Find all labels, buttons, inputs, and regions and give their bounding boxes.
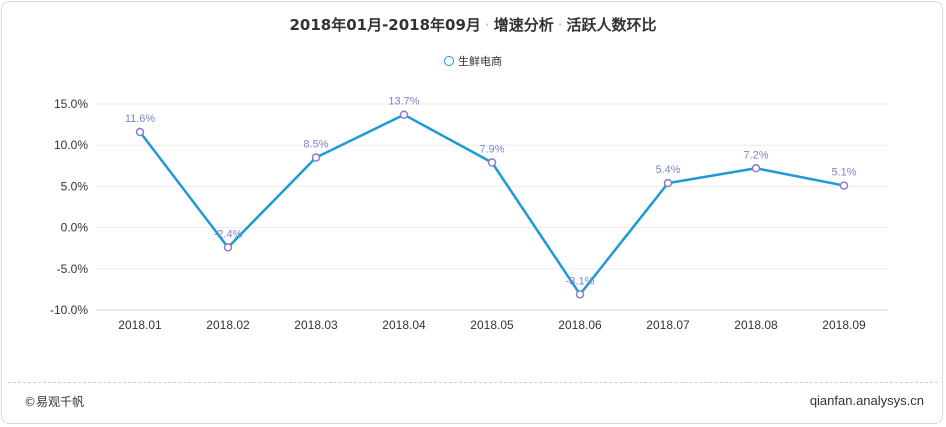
data-point xyxy=(751,164,761,173)
data-point xyxy=(839,181,849,190)
title-analysis: 增速分析 xyxy=(493,16,554,34)
y-tick-label: -10.0% xyxy=(50,303,88,317)
website-text: qianfan.analysys.cn xyxy=(809,393,924,408)
data-point xyxy=(575,290,585,299)
data-point xyxy=(311,153,321,162)
data-point xyxy=(399,110,409,119)
line-chart: 15.0% 10.0% 5.0% 0.0% -5.0% -10.0% 2018.01 2018… xyxy=(50,96,888,332)
chart-legend[interactable]: 生鲜电商 xyxy=(0,53,946,69)
x-tick-label: 2018.07 xyxy=(646,318,690,332)
copyright-text: ©易观千帆 xyxy=(24,395,85,409)
data-label: 13.7% xyxy=(388,96,419,108)
title-separator: · xyxy=(484,16,490,34)
x-tick-label: 2018.03 xyxy=(294,318,338,332)
data-label: 8.5% xyxy=(303,139,328,151)
legend-marker-icon xyxy=(444,56,454,66)
data-point xyxy=(135,127,145,137)
x-tick-label: 2018.08 xyxy=(734,318,778,332)
x-tick-label: 2018.01 xyxy=(118,318,162,332)
x-tick-label: 2018.04 xyxy=(382,318,426,332)
data-point xyxy=(663,178,673,188)
title-period: 2018年01月-2018年09月 xyxy=(289,16,481,34)
y-tick-label: 5.0% xyxy=(61,179,89,193)
data-label: -8.1% xyxy=(566,275,595,287)
chart-title: 2018年01月-2018年09月 · 增速分析 · 活跃人数环比 xyxy=(0,14,946,35)
y-tick-label: 15.0% xyxy=(54,97,88,111)
x-tick-label: 2018.02 xyxy=(206,318,250,332)
x-tick-label: 2018.05 xyxy=(470,318,514,332)
data-label: 7.2% xyxy=(743,149,768,161)
y-tick-label: -5.0% xyxy=(57,262,89,276)
data-label: 11.6% xyxy=(125,113,156,125)
data-label: 5.1% xyxy=(831,167,856,179)
series-line xyxy=(139,113,845,296)
x-tick-label: 2018.06 xyxy=(558,318,602,332)
data-point xyxy=(487,158,497,167)
y-tick-label: 0.0% xyxy=(61,221,89,235)
title-metric: 活跃人数环比 xyxy=(566,16,657,34)
footer-divider xyxy=(8,382,938,383)
x-tick-label: 2018.09 xyxy=(822,318,866,332)
data-label: -2.4% xyxy=(214,228,243,240)
y-tick-label: 10.0% xyxy=(54,138,88,152)
data-label: 5.4% xyxy=(655,164,680,176)
data-point xyxy=(223,243,233,252)
title-separator: · xyxy=(557,16,563,34)
data-label: 7.9% xyxy=(479,144,504,156)
legend-label: 生鲜电商 xyxy=(458,55,502,68)
